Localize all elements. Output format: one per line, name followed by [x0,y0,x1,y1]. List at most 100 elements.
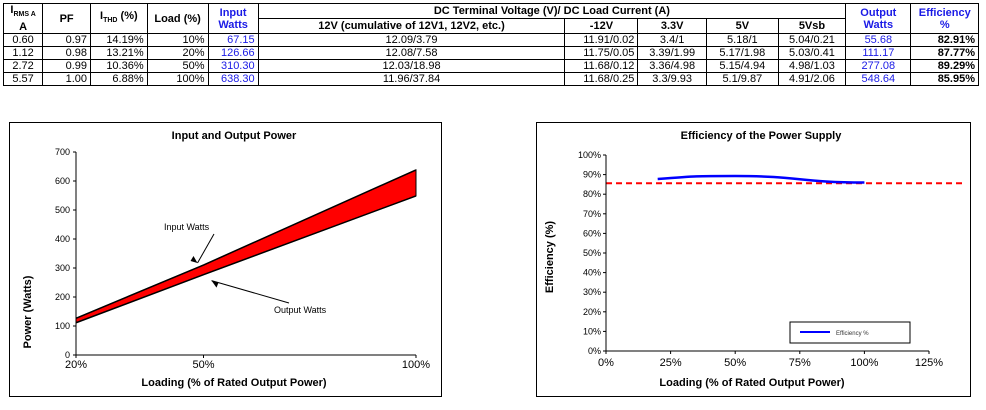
input-cell: 67.15 [207,33,259,48]
output-watts-header: Output Watts [845,2,912,35]
power-chart-xlabel: Loading (% of Rated Output Power) [141,377,326,389]
y-tick-label: 300 [55,263,70,273]
y-tick-label: 30% [583,287,601,297]
input-cell: 638.30 [207,72,259,87]
v12-cell: 12.03/18.98 [257,59,566,74]
col-3v3-header: 3.3V [637,18,707,35]
y-tick-label: 20% [583,307,601,317]
output-cell: 277.08 [845,59,912,74]
output-cell: 548.64 [845,72,912,87]
y-tick-label: 600 [55,176,70,186]
x-tick-label: 20% [65,359,87,371]
eff-cell: 89.29% [910,59,979,74]
vneg12-cell: 11.68/0.12 [564,59,639,74]
power-chart-title: Input and Output Power [172,130,297,142]
eff-cell: 82.91% [910,33,979,48]
y-tick-label: 200 [55,292,70,302]
vneg12-cell: 11.75/0.05 [564,46,639,61]
v3v3-cell: 3.39/1.99 [637,46,707,61]
efficiency-chart-ylabel: Efficiency (%) [544,221,556,293]
y-tick-label: 0 [65,350,70,360]
load-cell: 10% [146,33,209,48]
efficiency-header: Efficiency% [910,2,979,35]
y-tick-label: 60% [583,228,601,238]
irms-cell: 2.72 [2,59,44,74]
table-subheader-row: 12V (cumulative of 12V1, 12V2, etc.) -12… [4,18,979,35]
y-tick-label: 500 [55,205,70,215]
v5-cell: 5.18/1 [705,33,779,48]
legend-label: Efficiency % [836,331,869,337]
irms-cell: 5.57 [2,72,44,87]
input-cell: 126.66 [207,46,259,61]
output-watts-annotation: Output Watts [274,305,327,315]
input-watts-annotation: Input Watts [164,222,210,232]
y-tick-label: 40% [583,268,601,278]
x-tick-label: 25% [660,357,682,369]
irms-cell: 0.60 [2,33,44,48]
v12-cell: 12.09/3.79 [257,33,566,48]
table-row: 1.12 0.98 13.21% 20% 126.66 12.08/7.58 1… [2,46,979,61]
eff-cell: 85.95% [910,72,979,87]
col-12v-header: 12V (cumulative of 12V1, 12V2, etc.) [257,18,566,35]
v5-cell: 5.17/1.98 [705,46,779,61]
v3v3-cell: 3.3/9.93 [637,72,707,87]
load-cell: 100% [146,72,209,87]
power-chart: Input and Output Power Loading (% of Rat… [9,122,442,397]
y-tick-label: 100 [55,321,70,331]
pf-cell: 0.98 [42,46,92,61]
pf-header: PF [42,2,92,35]
ithd-cell: 14.19% [90,33,148,48]
ithd-header: ITHD (%) [90,2,148,35]
y-tick-label: 70% [583,209,601,219]
ithd-cell: 10.36% [90,59,148,74]
x-tick-label: 50% [724,357,746,369]
table-row: 5.57 1.00 6.88% 100% 638.30 11.96/37.84 … [2,72,979,87]
v3v3-cell: 3.4/1 [637,33,707,48]
ithd-cell: 6.88% [90,72,148,87]
y-tick-label: 50% [583,248,601,258]
efficiency-legend: Efficiency % [789,321,911,344]
vneg12-cell: 11.68/0.25 [564,72,639,87]
input-arrow-head [190,256,198,264]
v3v3-cell: 3.36/4.98 [637,59,707,74]
output-arrow-head [211,280,219,288]
x-tick-label: 50% [192,359,214,371]
y-tick-label: 100% [578,150,601,160]
y-tick-label: 700 [55,147,70,157]
eff-cell: 87.77% [910,46,979,61]
table-row: 2.72 0.99 10.36% 50% 310.30 12.03/18.98 … [2,59,979,74]
input-cell: 310.30 [207,59,259,74]
x-tick-label: 0% [598,357,614,369]
v12-cell: 11.96/37.84 [257,72,566,87]
y-tick-label: 0% [588,346,601,356]
output-watts-line [75,195,417,324]
load-header: Load (%) [146,2,209,35]
input-watts-header: Input Watts [207,2,259,35]
input-watts-line [75,169,417,319]
v5-cell: 5.1/9.87 [705,72,779,87]
pf-cell: 1.00 [42,72,92,87]
dc-group-header: DC Terminal Voltage (V)/ DC Load Current… [257,2,847,20]
col-5v-header: 5V [705,18,779,35]
power-chart-ylabel: Power (Watts) [22,275,34,348]
table-row: 0.60 0.97 14.19% 10% 67.15 12.09/3.79 11… [2,33,979,48]
output-cell: 111.17 [845,46,912,61]
col-neg12v-header: -12V [564,18,639,35]
power-chart-svg: Input and Output Power Loading (% of Rat… [9,122,442,397]
v12-cell: 12.08/7.58 [257,46,566,61]
efficiency-line [657,174,865,184]
y-tick-label: 10% [583,326,601,336]
pf-cell: 0.99 [42,59,92,74]
efficiency-chart: Efficiency of the Power Supply Loading (… [536,122,971,397]
legend-box [789,321,911,344]
efficiency-chart-xlabel: Loading (% of Rated Output Power) [659,377,844,389]
input-watts-arrow [197,233,215,264]
ithd-cell: 13.21% [90,46,148,61]
v5sb-cell: 4.98/1.03 [777,59,847,74]
pf-cell: 0.97 [42,33,92,48]
efficiency-chart-svg: Efficiency of the Power Supply Loading (… [536,122,971,397]
v5-cell: 5.15/4.94 [705,59,779,74]
x-tick-label: 100% [850,357,878,369]
